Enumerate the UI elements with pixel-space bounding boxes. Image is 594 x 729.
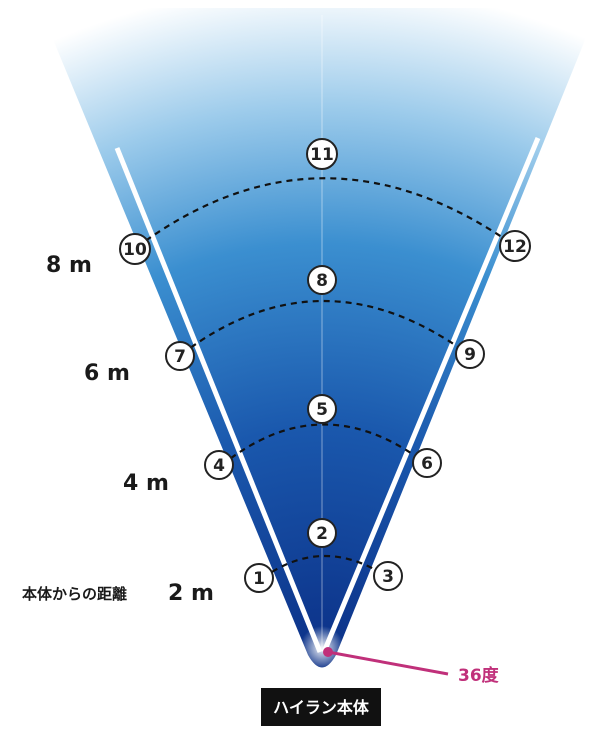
point-4: 4 [204,450,234,480]
device-label: ハイラン本体 [273,698,370,717]
svg-text:7: 7 [174,347,186,367]
distance-label-8m: 8 m [46,253,92,278]
coverage-fan [40,8,594,668]
svg-text:9: 9 [464,345,476,365]
svg-text:12: 12 [503,237,527,257]
svg-text:11: 11 [310,145,334,165]
point-12: 12 [499,230,531,262]
svg-text:3: 3 [382,567,394,587]
svg-text:1: 1 [253,569,265,589]
svg-text:5: 5 [316,400,328,420]
point-3: 3 [373,561,403,591]
point-6: 6 [412,448,442,478]
point-1: 1 [244,563,274,593]
svg-text:6: 6 [421,454,433,474]
device-label-box [261,688,381,726]
point-8: 8 [307,265,337,295]
svg-text:2: 2 [316,524,328,544]
angle-label: 36度 [458,665,500,686]
svg-text:8: 8 [316,271,328,291]
svg-text:4: 4 [213,456,225,476]
arc-8m [136,177,516,248]
left-boundary-line [114,147,323,653]
arc-6m [181,300,469,355]
distance-label-4m: 4 m [123,471,169,496]
point-9: 9 [455,339,485,369]
right-boundary-line [321,137,541,653]
point-10: 10 [119,233,151,265]
distance-label-2m: 2 m [168,581,214,606]
distance-prefix-label: 本体からの距離 [22,585,127,603]
distance-label-6m: 6 m [84,361,130,386]
arc-4m [221,423,426,466]
point-7: 7 [165,341,195,371]
point-11: 11 [306,138,338,170]
point-2: 2 [307,518,337,548]
angle-pointer-line [327,650,449,676]
svg-text:10: 10 [123,240,147,260]
arc-2m [262,554,387,579]
apex-glow [300,626,344,670]
point-5: 5 [307,394,337,424]
